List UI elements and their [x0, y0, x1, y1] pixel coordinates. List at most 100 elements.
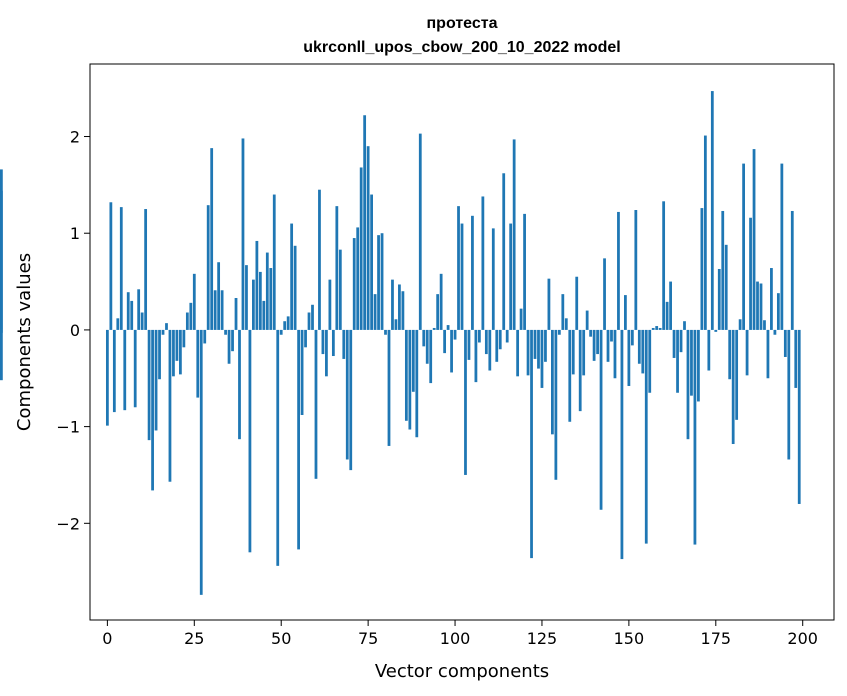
bar-component-30 — [210, 148, 214, 330]
bar-component-178 — [724, 244, 728, 330]
bar-component-117 — [512, 139, 516, 330]
x-tick-label: 50 — [271, 629, 291, 648]
bar-component-41 — [248, 329, 252, 553]
bar-component-90 — [418, 133, 422, 330]
bar-component-105 — [471, 215, 474, 330]
bar-component-151 — [630, 329, 634, 346]
bar-component-120 — [523, 213, 526, 330]
bar-component-47 — [269, 268, 273, 330]
bar-component-1 — [109, 202, 113, 330]
bar-component-20 — [175, 329, 179, 361]
bar-component-70 — [349, 329, 353, 471]
bar-component-22 — [182, 329, 186, 348]
bar-component-128 — [551, 329, 554, 435]
bar-component-65 — [331, 329, 335, 357]
bar-component-95 — [436, 294, 440, 330]
bar-component-102 — [460, 223, 464, 330]
bar-component-26 — [196, 329, 200, 398]
bar-component-85 — [401, 291, 405, 330]
bar-component-116 — [509, 223, 513, 330]
bar-component-153 — [637, 329, 641, 364]
bar-component-10 — [140, 312, 144, 330]
bar-component-141 — [596, 329, 599, 355]
bar-component-25 — [192, 273, 196, 330]
bar-component-131 — [561, 294, 565, 330]
bar-component-104 — [467, 329, 471, 360]
bar-component-92 — [425, 329, 429, 364]
bar-component-100 — [453, 329, 457, 340]
bar-component-190 — [766, 329, 770, 379]
bar-component-112 — [495, 329, 499, 362]
bar-component-68 — [342, 329, 346, 359]
bar-component-123 — [533, 329, 537, 359]
bar-component-3 — [116, 318, 120, 330]
bar-component-12 — [147, 329, 151, 441]
bar-component-167 — [686, 329, 690, 440]
bar-component-126 — [544, 329, 547, 362]
y-tick-label: 0 — [70, 321, 80, 340]
bar-component-140 — [592, 329, 596, 361]
bar-component-173 — [707, 329, 711, 371]
x-tick-label: 200 — [787, 629, 818, 648]
bar-component-undefined — [0, 329, 3, 381]
bar-component-185 — [749, 217, 752, 330]
bar-component-63 — [325, 329, 328, 377]
bar-component-33 — [220, 290, 224, 330]
bar-component-57 — [304, 329, 307, 348]
bar-component-43 — [255, 240, 259, 330]
bar-component-149 — [624, 295, 627, 330]
bar-component-162 — [669, 281, 672, 330]
bar-component-46 — [265, 252, 269, 330]
bar-component-14 — [154, 329, 158, 431]
bar-component-21 — [179, 329, 182, 375]
bar-component-99 — [450, 329, 453, 373]
bar-component-165 — [679, 329, 683, 353]
bar-component-61 — [318, 189, 321, 330]
bar-component-186 — [752, 149, 756, 330]
bar-component-54 — [293, 245, 297, 330]
bar-component-undefined — [0, 169, 3, 330]
bar-component-192 — [773, 329, 777, 335]
bar-component-55 — [297, 329, 300, 550]
bar-component-132 — [564, 318, 568, 330]
plot-frame — [89, 63, 835, 621]
bar-component-29 — [206, 205, 210, 330]
bar-component-8 — [133, 329, 137, 408]
bar-component-137 — [582, 329, 586, 376]
bar-component-28 — [203, 329, 207, 344]
bar-component-163 — [672, 329, 676, 358]
bar-component-159 — [658, 327, 662, 330]
bar-component-170 — [697, 329, 700, 402]
bar-component-67 — [338, 249, 342, 330]
bar-component-144 — [606, 329, 610, 362]
bar-component-147 — [617, 211, 620, 330]
bar-component-66 — [335, 206, 339, 330]
bar-component-113 — [498, 329, 502, 350]
bar-component-172 — [703, 135, 707, 330]
y-tick-label: −2 — [56, 514, 80, 533]
bar-component-98 — [446, 325, 450, 330]
bar-component-58 — [307, 312, 311, 330]
bar-component-199 — [797, 329, 801, 504]
bar-component-35 — [227, 329, 231, 364]
bar-component-50 — [279, 329, 283, 335]
bar-component-124 — [537, 329, 540, 369]
bar-component-138 — [585, 310, 589, 330]
y-axis-label: Components values — [14, 253, 35, 431]
bar-component-31 — [213, 290, 217, 330]
bar-component-166 — [683, 321, 686, 330]
bar-component-27 — [199, 329, 203, 595]
bar-component-96 — [439, 273, 443, 330]
bar-component-13 — [151, 329, 154, 491]
bar-component-64 — [328, 279, 332, 330]
bar-component-56 — [300, 329, 304, 415]
bar-component-188 — [759, 283, 763, 330]
bar-component-164 — [676, 329, 679, 393]
bar-component-52 — [286, 316, 290, 330]
bar-component-194 — [780, 163, 784, 330]
bar-component-45 — [262, 300, 266, 330]
bar-component-36 — [231, 329, 234, 352]
bar-component-38 — [238, 329, 241, 440]
bar-component-181 — [735, 329, 739, 420]
